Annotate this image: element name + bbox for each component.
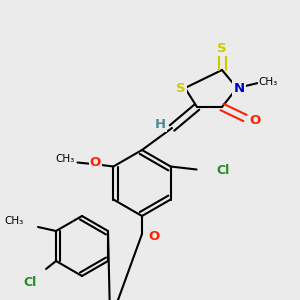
Text: Cl: Cl [23,277,37,290]
Text: O: O [90,156,101,169]
Text: O: O [148,230,160,242]
Text: S: S [217,41,227,55]
Text: methyl: methyl [0,299,1,300]
Text: CH₃: CH₃ [4,216,24,226]
Text: Cl: Cl [216,164,229,177]
Text: N: N [233,82,244,94]
Text: CH₃: CH₃ [258,77,278,87]
Text: CH₃: CH₃ [56,154,75,164]
Text: H: H [154,118,166,130]
Text: S: S [176,82,186,94]
Text: O: O [249,113,261,127]
